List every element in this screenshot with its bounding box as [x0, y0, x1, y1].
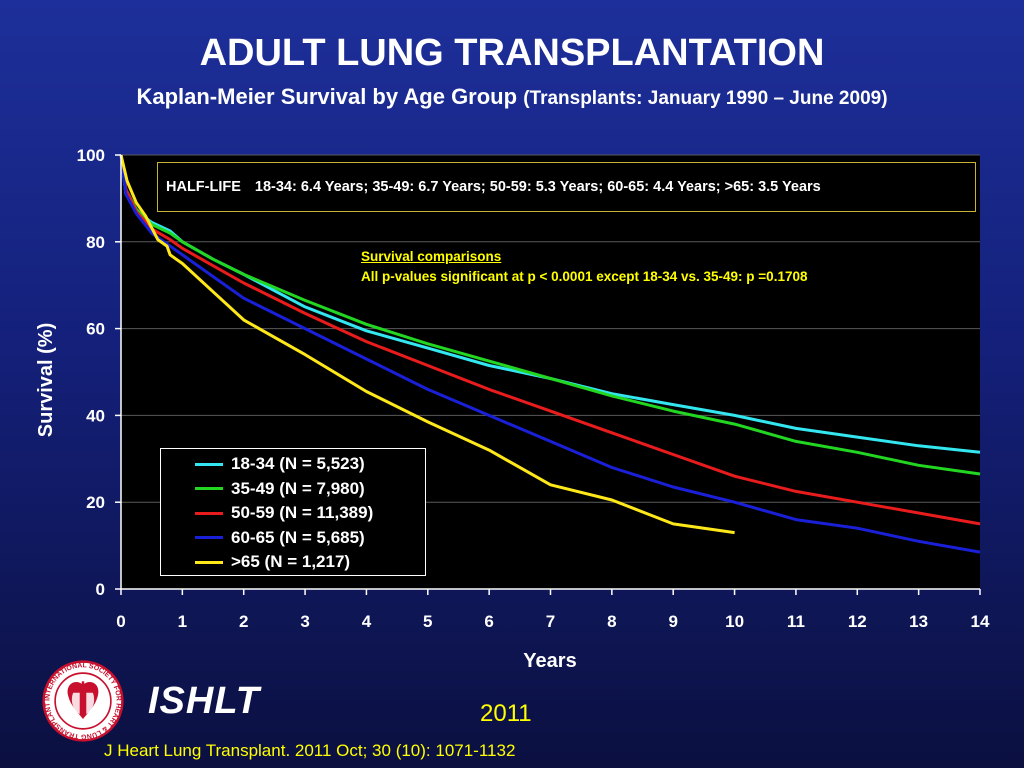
slide-subtitle: Kaplan-Meier Survival by Age Group (Tran…	[0, 84, 1024, 110]
subtitle-main: Kaplan-Meier Survival by Age Group	[136, 84, 518, 109]
legend-label: 60-65 (N = 5,685)	[231, 527, 365, 547]
slide-year: 2011	[480, 700, 532, 727]
y-tick-label: 60	[86, 320, 105, 339]
legend-swatch	[195, 511, 223, 515]
legend-swatch	[195, 462, 223, 466]
legend: 18-34 (N = 5,523) 35-49 (N = 7,980) 50-5…	[160, 448, 426, 576]
comparisons-text: All p-values significant at p < 0.0001 e…	[361, 269, 808, 284]
y-tick-label: 20	[86, 493, 105, 512]
legend-label: 35-49 (N = 7,980)	[231, 478, 365, 498]
y-tick-label: 0	[96, 580, 105, 599]
x-tick-label: 4	[362, 612, 372, 631]
x-tick-label: 6	[484, 612, 493, 631]
x-tick-label: 12	[848, 612, 867, 631]
legend-label: 18-34 (N = 5,523)	[231, 454, 365, 474]
x-tick-label: 10	[725, 612, 744, 631]
ishlt-logo-icon: INTERNATIONAL SOCIETY FOR HEART & LUNG T…	[42, 660, 124, 742]
legend-item-60-65: 60-65 (N = 5,685)	[161, 526, 425, 551]
legend-item-18-34: 18-34 (N = 5,523)	[161, 452, 425, 477]
series-line-0	[119, 154, 981, 454]
x-tick-label: 14	[971, 612, 990, 631]
grid-lines	[121, 154, 980, 503]
x-tick-label: 2	[239, 612, 248, 631]
org-name: ISHLT	[148, 680, 260, 722]
x-tick-label: 9	[668, 612, 677, 631]
series-lines	[119, 154, 981, 554]
half-life-text: 18-34: 6.4 Years; 35-49: 6.7 Years; 50-5…	[254, 179, 821, 195]
legend-item-35-49: 35-49 (N = 7,980)	[161, 477, 425, 502]
series-line-4	[119, 154, 735, 535]
y-tick-label: 80	[86, 233, 105, 252]
y-axis-title: Survival (%)	[35, 323, 57, 437]
legend-label: >65 (N = 1,217)	[231, 552, 351, 572]
y-tick-label: 100	[77, 146, 105, 165]
x-tick-label: 3	[300, 612, 309, 631]
y-tick-label: 40	[86, 406, 105, 425]
half-life-label: HALF-LIFE	[166, 179, 241, 195]
slide-title: ADULT LUNG TRANSPLANTATION	[199, 32, 825, 74]
x-tick-label: 13	[909, 612, 928, 631]
half-life-box: HALF-LIFE 18-34: 6.4 Years; 35-49: 6.7 Y…	[157, 162, 976, 212]
legend-item-50-59: 50-59 (N = 11,389)	[161, 501, 425, 526]
citation: J Heart Lung Transplant. 2011 Oct; 30 (1…	[104, 741, 516, 760]
x-axis-title: Years	[523, 650, 576, 672]
survival-comparisons: Survival comparisons All p-values signif…	[361, 247, 807, 287]
comparisons-title: Survival comparisons	[361, 249, 502, 264]
legend-swatch	[195, 560, 223, 564]
legend-item-over-65: >65 (N = 1,217)	[161, 550, 425, 575]
legend-swatch	[195, 487, 223, 491]
x-tick-label: 1	[178, 612, 187, 631]
x-tick-label: 5	[423, 612, 432, 631]
x-tick-label: 8	[607, 612, 616, 631]
series-line-1	[119, 154, 981, 476]
x-tick-label: 7	[546, 612, 555, 631]
subtitle-note: (Transplants: January 1990 – June 2009)	[523, 88, 888, 109]
x-tick-label: 11	[787, 612, 805, 631]
legend-swatch	[195, 536, 223, 540]
x-tick-label: 0	[116, 612, 125, 631]
legend-label: 50-59 (N = 11,389)	[231, 503, 374, 523]
